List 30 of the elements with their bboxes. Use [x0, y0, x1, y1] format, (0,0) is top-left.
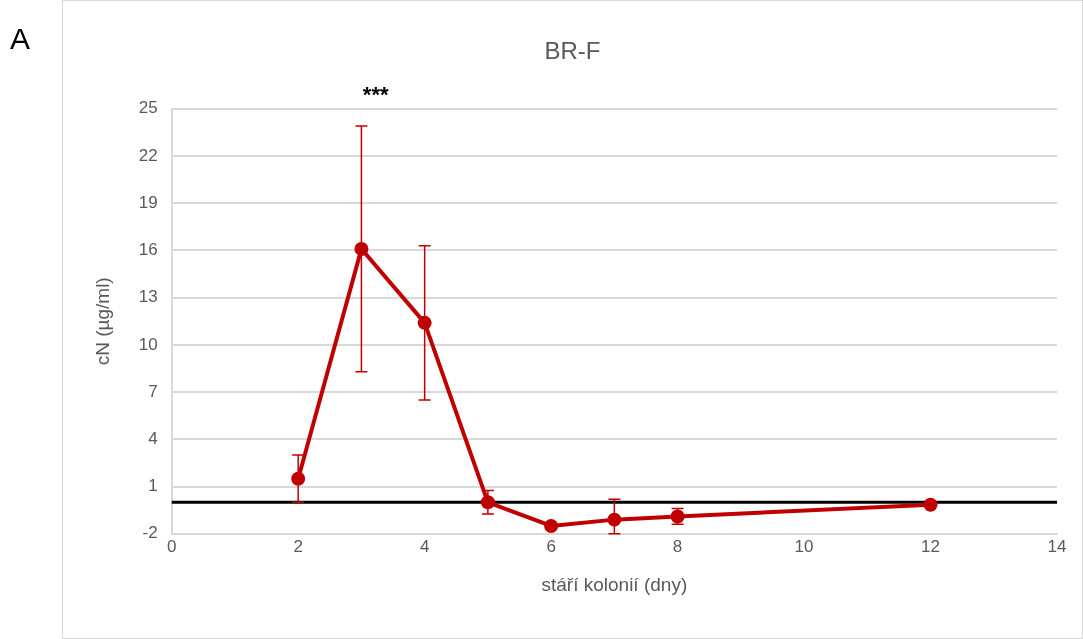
x-tick-label: 0 [166, 536, 177, 556]
point [417, 315, 432, 330]
point [354, 241, 369, 256]
chart-title: BR-F [544, 37, 601, 65]
y-tick-label: 16 [138, 240, 158, 260]
x-tick-label: 6 [546, 536, 556, 556]
y-tick-label: 22 [138, 145, 158, 165]
x-tick-label: 4 [419, 536, 430, 556]
point [544, 518, 559, 533]
y-tick-label: 1 [148, 476, 158, 496]
x-tick-label: 12 [921, 536, 940, 556]
point [923, 497, 938, 512]
y-tick-label: 25 [138, 98, 158, 118]
text: A [10, 22, 31, 56]
x-axis-title: stáří kolonií (dny) [541, 573, 688, 595]
y-tick-label: 4 [148, 429, 158, 449]
x-tick-label: 2 [293, 536, 303, 556]
text: *** [362, 81, 389, 107]
y-tick-label: -2 [142, 523, 158, 543]
x-tick-label: 8 [672, 536, 683, 556]
y-tick-label: 19 [138, 192, 158, 212]
y-tick-label: 7 [148, 381, 158, 401]
y-tick-label: 10 [138, 334, 158, 354]
point [607, 512, 622, 527]
y-axis-title: cN (µg/ml) [91, 277, 113, 366]
y-tick-label: 13 [138, 287, 158, 307]
x-tick-label: 14 [1047, 536, 1067, 556]
x-tick-label: 10 [794, 536, 814, 556]
point [480, 495, 495, 510]
point [291, 471, 306, 486]
